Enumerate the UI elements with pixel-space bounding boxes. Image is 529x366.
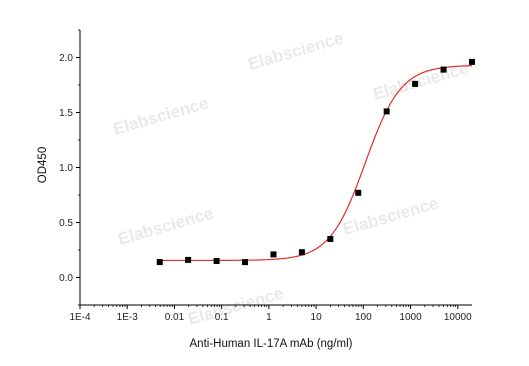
data-point bbox=[327, 236, 334, 242]
data-point bbox=[440, 66, 447, 73]
data-point bbox=[242, 259, 249, 266]
data-point bbox=[469, 58, 475, 65]
x-tick-label: 10000 bbox=[444, 312, 472, 323]
x-axis-title: Anti-Human IL-17A mAb (ng/ml) bbox=[190, 338, 353, 350]
x-tick-label: 0.1 bbox=[215, 312, 229, 323]
watermark-text: Elabscience bbox=[341, 193, 441, 238]
watermarks: Elabscience Elabscience Elabscience Elabsci… bbox=[111, 28, 471, 328]
x-tick-label: 100 bbox=[355, 312, 372, 323]
fit-curve bbox=[159, 65, 473, 262]
y-tick-label: 1.0 bbox=[59, 163, 73, 174]
points-layer bbox=[156, 58, 475, 266]
data-point bbox=[156, 259, 163, 266]
data-point bbox=[213, 258, 220, 264]
data-point bbox=[185, 256, 192, 263]
y-tick-label: 2.0 bbox=[59, 53, 73, 64]
x-tick-label: 0.01 bbox=[165, 312, 185, 323]
y-tick-label: 0.5 bbox=[59, 218, 73, 229]
fit-layer bbox=[159, 65, 473, 262]
watermark-text: Elabscience bbox=[371, 58, 471, 103]
data-point bbox=[270, 251, 277, 258]
watermark-text: Elabscience bbox=[111, 93, 211, 138]
x-tick-label: 1 bbox=[266, 312, 272, 323]
y-tick-label: 1.5 bbox=[59, 108, 73, 119]
y-tick-label: 0.0 bbox=[59, 273, 73, 284]
x-tick-label: 1E-3 bbox=[117, 312, 139, 323]
x-tick-label: 1000 bbox=[399, 312, 422, 323]
data-point bbox=[355, 189, 362, 196]
axes: 1E-4 1E-3 0.01 0.1 1 10 100 1000 10000 0.0 0.5 1.0 1… bbox=[59, 29, 472, 323]
data-point bbox=[383, 108, 390, 115]
y-axis-title: OD450 bbox=[37, 147, 49, 183]
data-point bbox=[412, 80, 419, 87]
data-point bbox=[298, 249, 305, 256]
watermark-text: Elabscience bbox=[246, 28, 346, 73]
x-tick-label: 1E-4 bbox=[69, 312, 91, 323]
x-tick-label: 10 bbox=[311, 312, 323, 323]
watermark-text: Elabscience bbox=[116, 203, 216, 248]
